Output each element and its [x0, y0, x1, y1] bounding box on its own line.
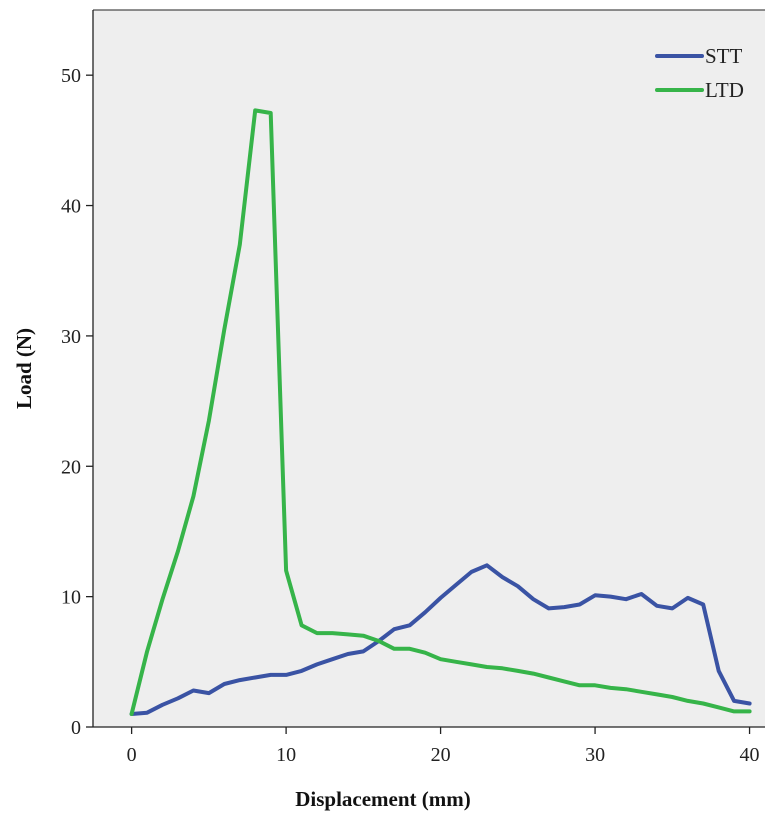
- y-tick-label: 20: [61, 456, 81, 478]
- axes: [86, 9, 765, 734]
- y-tick-label: 50: [61, 65, 81, 87]
- series-line-ltd: [129, 108, 752, 716]
- series-layer: [129, 108, 752, 716]
- y-tick-label: 10: [61, 587, 81, 609]
- y-tick-label: 40: [61, 196, 81, 218]
- x-tick-label: 40: [740, 744, 760, 766]
- x-tick-label: 0: [127, 744, 137, 766]
- x-axis-title: Displacement (mm): [295, 787, 471, 811]
- series-line-stt: [129, 563, 752, 716]
- y-tick-label: 30: [61, 326, 81, 348]
- y-axis-title: Load (N): [12, 328, 36, 409]
- x-tick-label: 10: [276, 744, 296, 766]
- legend-label-ltd: LTD: [705, 78, 744, 102]
- legend-label-stt: STT: [705, 44, 743, 68]
- x-tick-label: 20: [431, 744, 451, 766]
- legend: STT LTD: [655, 44, 744, 102]
- tick-labels: 0 10 20 30 40 0 10 20 30 40 50: [61, 65, 760, 766]
- plot-area: [93, 10, 765, 727]
- y-tick-label: 0: [71, 717, 81, 739]
- x-tick-label: 30: [585, 744, 605, 766]
